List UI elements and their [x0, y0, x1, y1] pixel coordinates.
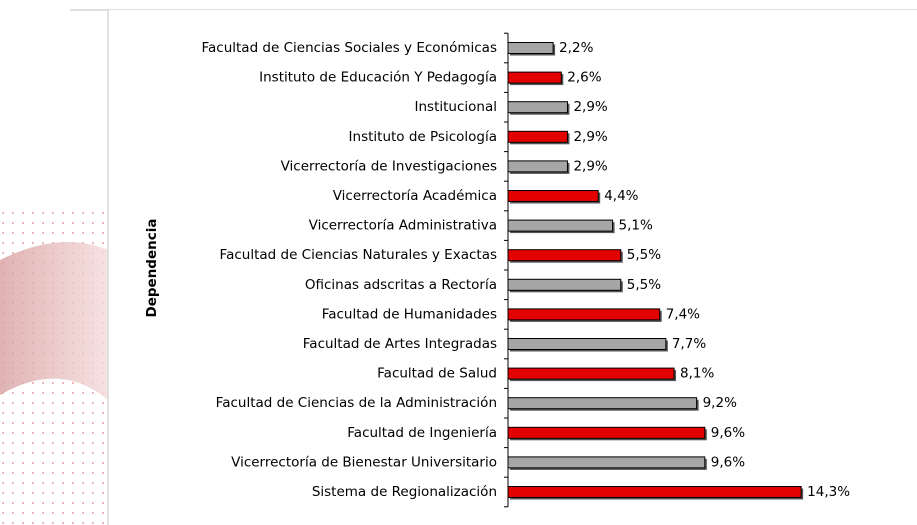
value-label: 5,5%: [627, 247, 661, 263]
chart: Dependencia Facultad de Ciencias Sociale…: [0, 0, 917, 525]
value-label: 4,4%: [604, 188, 638, 204]
bar: [508, 72, 561, 83]
value-label: 9,2%: [703, 395, 737, 411]
y-axis-title: Dependencia: [144, 219, 160, 318]
bar: [508, 131, 567, 142]
category-label: Sistema de Regionalización: [312, 484, 497, 500]
bar: [508, 309, 660, 320]
value-label: 7,7%: [672, 336, 706, 352]
category-label: Facultad de Ciencias de la Administració…: [216, 395, 497, 411]
category-label: Facultad de Humanidades: [322, 306, 497, 322]
bar: [508, 43, 553, 54]
value-label: 2,9%: [573, 99, 607, 115]
bar: [508, 220, 613, 231]
value-label: 2,6%: [567, 70, 601, 86]
category-label: Vicerrectoría de Investigaciones: [281, 158, 497, 174]
category-label: Vicerrectoría Académica: [333, 188, 497, 204]
value-label: 2,2%: [559, 40, 593, 56]
bar: [508, 427, 705, 438]
bar: [508, 487, 801, 498]
value-label: 5,5%: [627, 277, 661, 293]
value-label: 8,1%: [680, 366, 714, 382]
bar: [508, 250, 621, 261]
category-label: Institucional: [415, 99, 497, 115]
value-label: 2,9%: [573, 129, 607, 145]
value-label: 9,6%: [711, 425, 745, 441]
category-label: Instituto de Psicología: [349, 129, 497, 145]
category-label: Instituto de Educación Y Pedagogía: [259, 70, 497, 86]
bar: [508, 102, 567, 113]
category-label: Vicerrectoría de Bienestar Universitario: [231, 454, 497, 470]
category-label: Facultad de Ciencias Naturales y Exactas: [220, 247, 497, 263]
bar: [508, 161, 567, 172]
category-label: Facultad de Ingeniería: [347, 425, 497, 441]
category-label: Facultad de Artes Integradas: [303, 336, 497, 352]
value-label: 9,6%: [711, 454, 745, 470]
category-label: Oficinas adscritas a Rectoría: [305, 277, 497, 293]
category-label: Facultad de Salud: [377, 366, 497, 382]
value-label: 5,1%: [619, 218, 653, 234]
category-label: Facultad de Ciencias Sociales y Económic…: [201, 40, 497, 56]
category-label: Vicerrectoría Administrativa: [309, 218, 497, 234]
background-decoration: [0, 10, 917, 525]
value-label: 14,3%: [807, 484, 850, 500]
bar: [508, 457, 705, 468]
bar: [508, 368, 674, 379]
bar: [508, 279, 621, 290]
bar: [508, 339, 666, 350]
value-label: 2,9%: [573, 158, 607, 174]
value-label: 7,4%: [666, 306, 700, 322]
bar: [508, 191, 598, 202]
bar: [508, 398, 697, 409]
